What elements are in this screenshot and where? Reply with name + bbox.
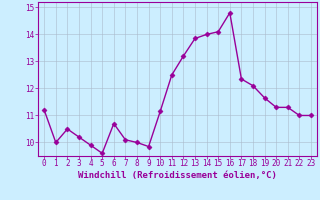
X-axis label: Windchill (Refroidissement éolien,°C): Windchill (Refroidissement éolien,°C) (78, 171, 277, 180)
